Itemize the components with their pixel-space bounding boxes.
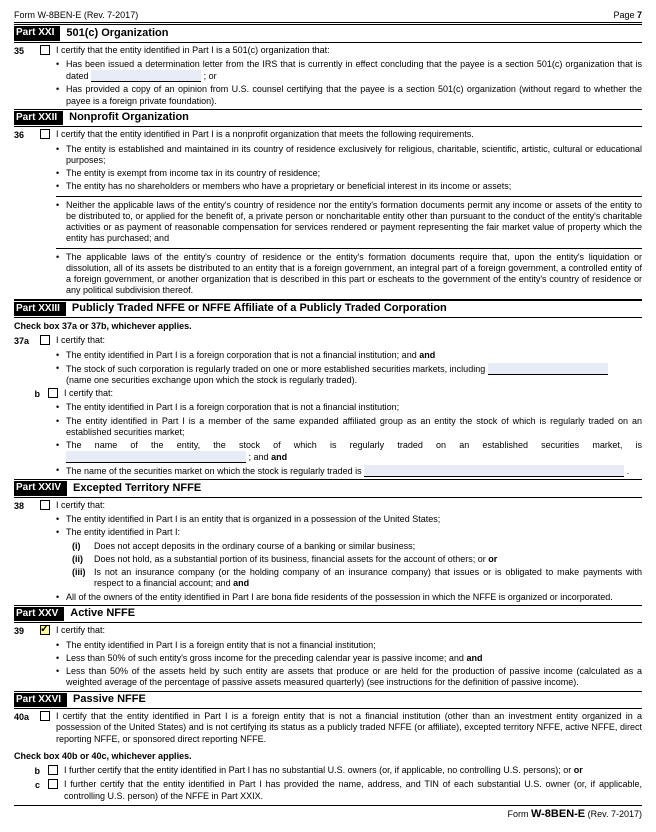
line-36-text: I certify that the entity identified in … — [56, 129, 642, 140]
line-35-text: I certify that the entity identified in … — [56, 45, 642, 56]
line-36: 36 I certify that the entity identified … — [14, 129, 642, 141]
bullet: • Has been issued a determination letter… — [56, 59, 642, 82]
page-header: Form W-8BEN-E (Rev. 7-2017) Page 7 — [14, 10, 642, 23]
part-xxii-header: Part XXII Nonprofit Organization — [14, 109, 642, 128]
part-badge: Part XXVI — [14, 693, 67, 708]
bullet-text: The entity has no shareholders or member… — [66, 181, 642, 192]
line-39: 39 I certify that: — [14, 625, 642, 637]
line-40a-text: I certify that the entity identified in … — [56, 711, 642, 745]
part-badge: Part XXIV — [14, 481, 67, 496]
form-id-left: Form W-8BEN-E (Rev. 7-2017) — [14, 10, 138, 21]
bullet: • Has provided a copy of an opinion from… — [56, 84, 642, 107]
part-title: Publicly Traded NFFE or NFFE Affiliate o… — [72, 302, 447, 316]
line-40b: b I further certify that the entity iden… — [14, 765, 642, 777]
line-37a-no: 37a — [14, 335, 40, 347]
part-badge: Part XXI — [14, 26, 60, 41]
bullet-dot: • — [56, 59, 66, 82]
part-title: Active NFFE — [70, 607, 135, 621]
fill-37b-market[interactable] — [364, 465, 624, 477]
line-38: 38 I certify that: — [14, 500, 642, 512]
line-40c-text: I further certify that the entity identi… — [64, 779, 642, 802]
line-38-text: I certify that: — [56, 500, 642, 511]
line-40c: c I further certify that the entity iden… — [14, 779, 642, 802]
line-40b-no: b — [14, 765, 48, 777]
fill-35-date[interactable] — [91, 70, 201, 82]
part-xxi-header: Part XXI 501(c) Organization — [14, 24, 642, 43]
checkbox-36[interactable] — [40, 129, 50, 139]
part-badge: Part XXIII — [14, 302, 66, 317]
line-35: 35 I certify that the entity identified … — [14, 45, 642, 57]
checkbox-35[interactable] — [40, 45, 50, 55]
part-xxiv-header: Part XXIV Excepted Territory NFFE — [14, 479, 642, 498]
line-39-no: 39 — [14, 625, 40, 637]
line-39-text: I certify that: — [56, 625, 642, 636]
part-badge: Part XXV — [14, 607, 64, 622]
part-title: Passive NFFE — [73, 693, 146, 707]
line-37b-no: b — [14, 388, 48, 400]
bullet-dot: • — [56, 84, 66, 107]
part-title: 501(c) Organization — [66, 27, 168, 41]
fill-37a[interactable] — [488, 363, 608, 375]
part-badge: Part XXII — [14, 111, 63, 126]
bullet-text: The entity is established and maintained… — [66, 144, 642, 167]
checkbox-37a[interactable] — [40, 335, 50, 345]
part-title: Nonprofit Organization — [69, 111, 189, 125]
checkbox-39[interactable] — [40, 625, 50, 635]
line-40c-no: c — [14, 779, 48, 791]
bullet-text: Has been issued a determination letter f… — [66, 59, 642, 82]
part-xxv-header: Part XXV Active NFFE — [14, 605, 642, 624]
line-36-no: 36 — [14, 129, 40, 141]
bullet-text: The entity is exempt from income tax in … — [66, 168, 642, 179]
bullet-text: Neither the applicable laws of the entit… — [66, 200, 642, 245]
checkbox-40c[interactable] — [48, 779, 58, 789]
line-40a-no: 40a — [14, 711, 40, 723]
line-40a: 40a I certify that the entity identified… — [14, 711, 642, 745]
line-38-no: 38 — [14, 500, 40, 512]
instruction-37: Check box 37a or 37b, whichever applies. — [14, 321, 642, 332]
part-title: Excepted Territory NFFE — [73, 482, 201, 496]
line-35-no: 35 — [14, 45, 40, 57]
checkbox-40a[interactable] — [40, 711, 50, 721]
bullet-text: Has provided a copy of an opinion from U… — [66, 84, 642, 107]
checkbox-37b[interactable] — [48, 388, 58, 398]
part-xxvi-header: Part XXVI Passive NFFE — [14, 691, 642, 710]
page-number: Page 7 — [613, 10, 642, 21]
line-37a: 37a I certify that: — [14, 335, 642, 347]
part-xxiii-header: Part XXIII Publicly Traded NFFE or NFFE … — [14, 299, 642, 319]
checkbox-40b[interactable] — [48, 765, 58, 775]
line-37b: b I certify that: — [14, 388, 642, 400]
instruction-40: Check box 40b or 40c, whichever applies. — [14, 751, 642, 762]
page-footer: Form W-8BEN-E (Rev. 7-2017) — [14, 805, 642, 822]
line-37a-text: I certify that: — [56, 335, 642, 346]
bullet-text: The applicable laws of the entity's coun… — [66, 252, 642, 297]
line-37b-text: I certify that: — [64, 388, 642, 399]
checkbox-38[interactable] — [40, 500, 50, 510]
fill-37b-entity[interactable] — [66, 451, 246, 463]
